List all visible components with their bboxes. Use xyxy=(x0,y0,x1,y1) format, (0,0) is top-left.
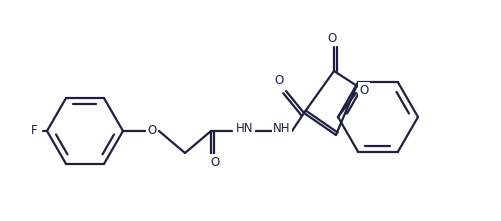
Text: O: O xyxy=(210,156,219,168)
Text: O: O xyxy=(359,84,369,97)
Text: HN: HN xyxy=(236,122,254,135)
Text: O: O xyxy=(327,32,337,44)
Text: F: F xyxy=(32,124,38,137)
Text: O: O xyxy=(147,124,157,137)
Text: O: O xyxy=(275,74,284,88)
Text: NH: NH xyxy=(273,122,291,135)
